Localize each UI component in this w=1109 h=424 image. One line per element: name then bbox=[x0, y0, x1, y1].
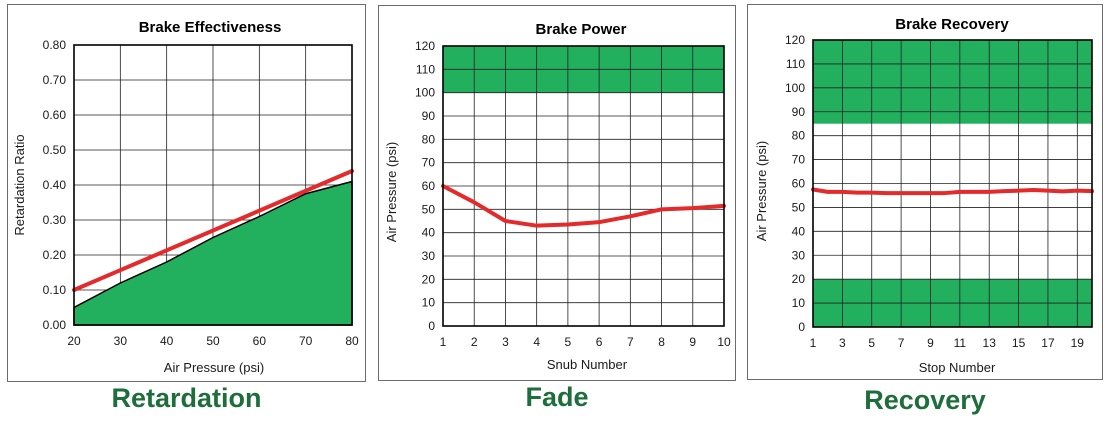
y-tick-label: 0 bbox=[428, 319, 435, 333]
y-tick-label: 40 bbox=[792, 224, 806, 238]
y-tick-label: 20 bbox=[792, 272, 806, 286]
brake-power-panel: Brake Power 1 2 3 4 5 6 7 8 9 10 0 10 20 30 40 50 60 70 80… bbox=[378, 5, 736, 381]
x-tick-label: 13 bbox=[983, 336, 997, 350]
brake-effectiveness-chart: Brake Effectiveness 20 30 40 50 60 70 80 0.00 0.… bbox=[12, 19, 359, 375]
y-tick-label: 30 bbox=[792, 248, 806, 262]
x-tick-label: 2 bbox=[471, 335, 478, 349]
x-tick-label: 6 bbox=[596, 335, 603, 349]
y-tick-label: 90 bbox=[422, 109, 436, 123]
y-tick-label: 10 bbox=[792, 296, 806, 310]
recovery-caption: Recovery bbox=[864, 385, 986, 415]
brake-recovery-chart: Brake Recovery 1 3 5 7 9 11 13 15 17 190102030405… bbox=[754, 16, 1094, 375]
y-tick-label: 20 bbox=[422, 272, 436, 286]
x-tick-label: 60 bbox=[253, 334, 267, 348]
y-tick-label: 0.50 bbox=[43, 143, 67, 157]
brake-recovery-panel: Brake Recovery 1 3 5 7 9 11 13 15 17 19 0 10 20 30 40 5… bbox=[747, 4, 1103, 380]
y-tick-label: 60 bbox=[792, 177, 806, 191]
x-tick-label: 15 bbox=[1012, 336, 1026, 350]
brake-power-chart: Brake Power 1 2 3 4 5 6 7 8 9 1001020304050607080… bbox=[384, 21, 731, 372]
limit-band bbox=[813, 40, 1092, 124]
y-tick-label: 70 bbox=[422, 156, 436, 170]
y-tick-label: 0.80 bbox=[43, 38, 67, 52]
x-tick-label: 8 bbox=[658, 335, 665, 349]
plot-frame bbox=[73, 44, 353, 326]
x-tick-label: 5 bbox=[565, 335, 572, 349]
y-tick-label: 70 bbox=[792, 153, 806, 167]
x-tick-label: 11 bbox=[954, 336, 967, 350]
x-tick-label: 17 bbox=[1041, 336, 1055, 350]
y-tick-label: 0.70 bbox=[43, 73, 67, 87]
x-tick-label: 1 bbox=[810, 336, 817, 350]
x-tick-label: 5 bbox=[868, 336, 875, 350]
y-axis-label: Air Pressure (psi) bbox=[384, 142, 399, 242]
x-tick-label: 10 bbox=[717, 335, 731, 349]
y-tick-label: 30 bbox=[422, 249, 436, 263]
fade-caption: Fade bbox=[525, 382, 589, 412]
x-tick-label: 7 bbox=[627, 335, 634, 349]
x-tick-label: 80 bbox=[345, 334, 359, 348]
x-axis-label: Snub Number bbox=[547, 357, 628, 372]
plot-frame bbox=[442, 45, 725, 327]
x-tick-label: 3 bbox=[839, 336, 846, 350]
x-tick-label: 70 bbox=[299, 334, 313, 348]
chart-title: Brake Effectiveness bbox=[139, 19, 282, 36]
y-tick-label: 0.20 bbox=[43, 248, 67, 262]
x-tick-label: 9 bbox=[927, 336, 934, 350]
x-axis-label: Air Pressure (psi) bbox=[164, 360, 264, 375]
y-tick-label: 0.60 bbox=[43, 108, 67, 122]
y-tick-label: 40 bbox=[422, 226, 436, 240]
y-tick-label: 120 bbox=[785, 33, 805, 47]
y-tick-label: 90 bbox=[792, 105, 806, 119]
y-tick-label: 0.30 bbox=[43, 213, 67, 227]
y-tick-label: 10 bbox=[422, 296, 436, 310]
y-tick-label: 80 bbox=[792, 129, 806, 143]
x-tick-label: 9 bbox=[689, 335, 696, 349]
brake-effectiveness-panel: Brake Effectiveness 20 30 40 50 60 70 80 0.00 0.… bbox=[7, 4, 366, 382]
x-tick-label: 20 bbox=[67, 334, 81, 348]
data-line bbox=[811, 187, 1094, 196]
y-tick-label: 60 bbox=[422, 179, 436, 193]
y-axis-label: Retardation Ratio bbox=[12, 134, 27, 235]
y-tick-label: 100 bbox=[785, 81, 805, 95]
data-line bbox=[441, 184, 726, 228]
x-tick-label: 1 bbox=[440, 335, 447, 349]
y-tick-label: 100 bbox=[415, 86, 435, 100]
y-tick-label: 50 bbox=[422, 202, 436, 216]
chart-title: Brake Recovery bbox=[895, 16, 1009, 33]
data-line bbox=[72, 169, 354, 292]
y-tick-label: 50 bbox=[792, 200, 806, 214]
y-tick-label: 120 bbox=[415, 39, 435, 53]
x-tick-label: 4 bbox=[533, 335, 540, 349]
y-tick-label: 0.00 bbox=[43, 318, 67, 332]
y-axis-label: Air Pressure (psi) bbox=[754, 141, 769, 241]
x-axis-label: Stop Number bbox=[919, 360, 996, 375]
x-tick-label: 30 bbox=[114, 334, 128, 348]
y-tick-label: 80 bbox=[422, 132, 436, 146]
y-tick-label: 110 bbox=[416, 62, 435, 76]
x-tick-label: 3 bbox=[502, 335, 509, 349]
x-tick-label: 50 bbox=[206, 334, 220, 348]
y-tick-label: 0.10 bbox=[43, 283, 67, 297]
chart-title: Brake Power bbox=[536, 21, 627, 38]
retardation-caption: Retardation bbox=[111, 383, 262, 413]
y-tick-label: 110 bbox=[786, 57, 805, 71]
y-tick-label: 0.40 bbox=[43, 178, 67, 192]
y-tick-label: 0 bbox=[798, 320, 805, 334]
x-tick-label: 40 bbox=[160, 334, 174, 348]
x-tick-label: 19 bbox=[1071, 336, 1085, 350]
plot-frame bbox=[812, 39, 1093, 328]
x-tick-label: 7 bbox=[898, 336, 905, 350]
